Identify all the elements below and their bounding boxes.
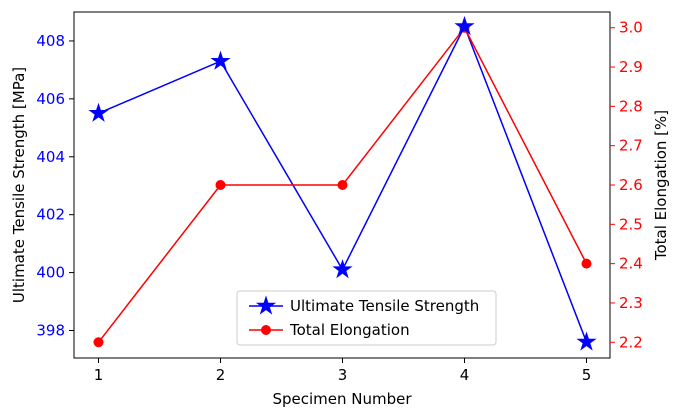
legend-circle-icon bbox=[261, 325, 271, 335]
legend-marker-elongation bbox=[261, 325, 271, 335]
y-right-tick-label: 2.9 bbox=[619, 58, 643, 76]
y-right-tick-label: 2.6 bbox=[619, 176, 643, 194]
y-left-tick-label: 406 bbox=[36, 90, 65, 108]
legend-star-icon bbox=[255, 295, 277, 315]
point-strength bbox=[576, 331, 597, 351]
y-axis-right-label: Total Elongation [%] bbox=[652, 110, 670, 261]
point-strength bbox=[454, 15, 475, 36]
point-elongation bbox=[215, 180, 226, 190]
point-elongation bbox=[93, 337, 104, 348]
legend-label-strength: Ultimate Tensile Strength bbox=[290, 297, 479, 315]
y-right-tick-label: 3.0 bbox=[619, 19, 643, 37]
point-elongation bbox=[337, 180, 348, 190]
y-right-tick-label: 2.7 bbox=[619, 137, 643, 155]
point-strength bbox=[88, 102, 109, 122]
point-strength bbox=[210, 50, 231, 70]
y-left-tick-label: 402 bbox=[36, 206, 65, 224]
legend-label-elongation: Total Elongation bbox=[289, 321, 410, 339]
x-tick-label: 4 bbox=[460, 366, 470, 384]
x-axis-label: Specimen Number bbox=[272, 390, 412, 408]
x-tick-label: 5 bbox=[582, 366, 592, 384]
point-elongation bbox=[581, 258, 592, 269]
legend-marker-strength bbox=[255, 295, 277, 315]
chart-marks bbox=[88, 15, 597, 351]
y-left-tick-label: 408 bbox=[36, 32, 65, 50]
y-axis-left-label: Ultimate Tensile Strength [MPa] bbox=[10, 67, 28, 303]
x-tick-label: 3 bbox=[338, 366, 348, 384]
y-left-tick-label: 404 bbox=[36, 148, 65, 166]
y-right-tick-label: 2.4 bbox=[619, 255, 643, 273]
x-tick-label: 2 bbox=[216, 366, 226, 384]
legend-box bbox=[236, 290, 497, 346]
x-tick-label: 1 bbox=[94, 366, 104, 384]
legend: Ultimate Tensile Strength Total Elongati… bbox=[236, 290, 497, 346]
chart-axes: 1 2 3 4 5 398 400 402 404 406 408 2.2 2.3 2.4 2.5 2.6 2.… bbox=[36, 19, 643, 384]
y-right-tick-label: 2.5 bbox=[619, 215, 643, 233]
y-right-tick-label: 2.2 bbox=[619, 333, 643, 351]
y-right-tick-label: 2.3 bbox=[619, 294, 643, 312]
y-left-tick-label: 398 bbox=[36, 321, 65, 339]
y-left-tick-label: 400 bbox=[36, 264, 65, 282]
point-strength bbox=[332, 259, 353, 279]
y-right-tick-label: 2.8 bbox=[619, 97, 643, 115]
